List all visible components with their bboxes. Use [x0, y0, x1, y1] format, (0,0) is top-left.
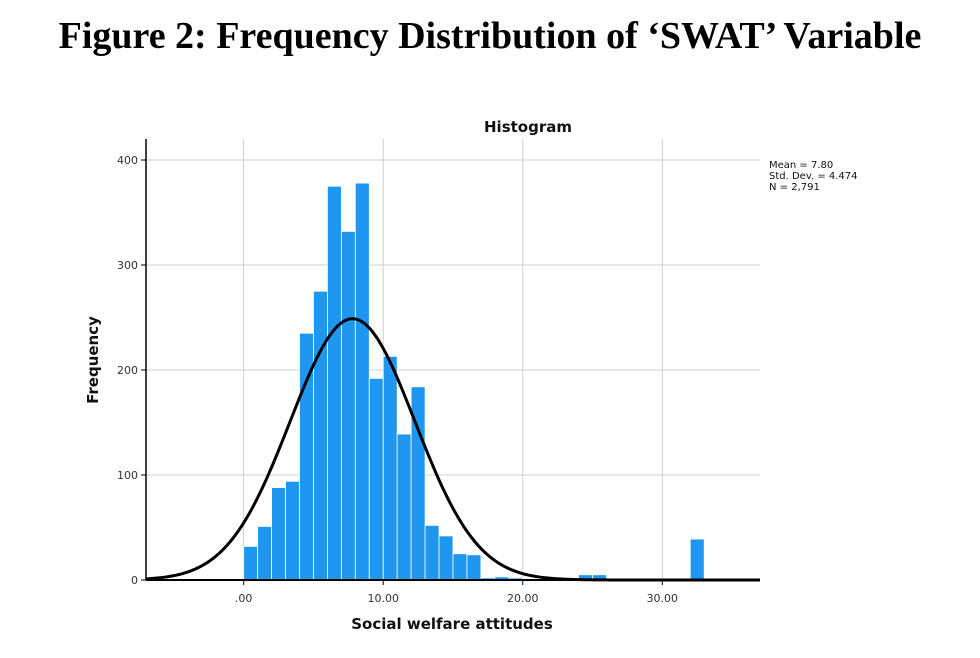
- figure-title: Figure 2: Frequency Distribution of ‘SWA…: [58, 15, 922, 57]
- y-tick-label: 0: [131, 574, 138, 587]
- stat-line: Mean = 7.80: [769, 160, 833, 171]
- x-tick-label: .00: [235, 592, 253, 605]
- histogram-bar: [396, 433, 412, 581]
- histogram-bar: [340, 230, 356, 581]
- y-tick-label: 100: [117, 469, 138, 482]
- histogram-bar: [452, 553, 468, 581]
- histogram-bar: [271, 487, 286, 581]
- axes: [141, 139, 760, 585]
- histogram-bar: [438, 535, 454, 581]
- histogram-bar: [368, 377, 384, 581]
- histogram-bar: [424, 525, 440, 581]
- stat-line: Std. Dev. = 4.474: [769, 171, 858, 182]
- histogram-bar: [327, 185, 342, 581]
- y-tick-labels: 0 100 200 300 400: [117, 154, 138, 587]
- histogram-bar: [257, 526, 272, 581]
- x-tick-label: 20.00: [507, 592, 539, 605]
- grid-lines: [146, 139, 760, 580]
- x-axis-label: Social welfare attitudes: [351, 615, 553, 633]
- histogram-bar: [382, 355, 398, 581]
- histogram-bar: [313, 290, 328, 581]
- histogram-bar: [243, 546, 259, 581]
- y-tick-label: 200: [117, 364, 138, 377]
- chart-title: Histogram: [484, 118, 572, 136]
- histogram-bar: [689, 538, 705, 581]
- histogram-bar: [466, 554, 482, 581]
- histogram-bar: [285, 480, 300, 581]
- y-tick-label: 300: [117, 259, 138, 272]
- y-tick-label: 400: [117, 154, 138, 167]
- histogram-bars: [243, 182, 705, 581]
- x-tick-label: 10.00: [367, 592, 399, 605]
- x-tick-labels: .00 10.00 20.00 30.00: [235, 592, 678, 605]
- x-tick-label: 30.00: [647, 592, 679, 605]
- histogram-bar: [354, 182, 370, 581]
- y-axis-label: Frequency: [84, 316, 102, 404]
- stat-line: N = 2,791: [769, 182, 820, 193]
